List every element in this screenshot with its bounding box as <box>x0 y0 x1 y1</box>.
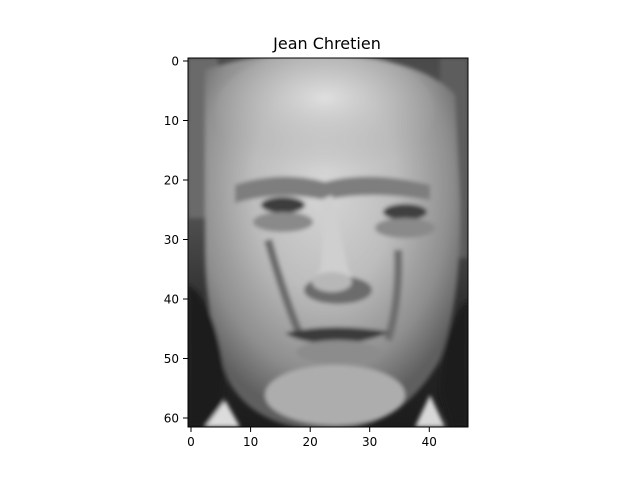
y-tick-label: 40 <box>164 293 179 307</box>
y-tick-label: 0 <box>171 55 179 69</box>
y-axis: 0 10 20 30 40 50 60 <box>164 55 188 426</box>
x-tick-label: 0 <box>187 435 195 449</box>
x-axis: 0 10 20 30 40 <box>187 427 437 449</box>
face-image <box>188 58 468 427</box>
figure-title: Jean Chretien <box>272 34 381 53</box>
axes-frame <box>187 57 469 428</box>
y-tick-label: 50 <box>164 352 179 366</box>
y-tick-label: 30 <box>164 233 179 247</box>
x-tick-label: 40 <box>422 435 437 449</box>
y-tick-label: 20 <box>164 174 179 188</box>
y-tick-label: 10 <box>164 114 179 128</box>
x-tick-label: 10 <box>243 435 258 449</box>
x-tick-label: 20 <box>303 435 318 449</box>
y-tick-label: 60 <box>164 412 179 426</box>
x-tick-label: 30 <box>362 435 377 449</box>
